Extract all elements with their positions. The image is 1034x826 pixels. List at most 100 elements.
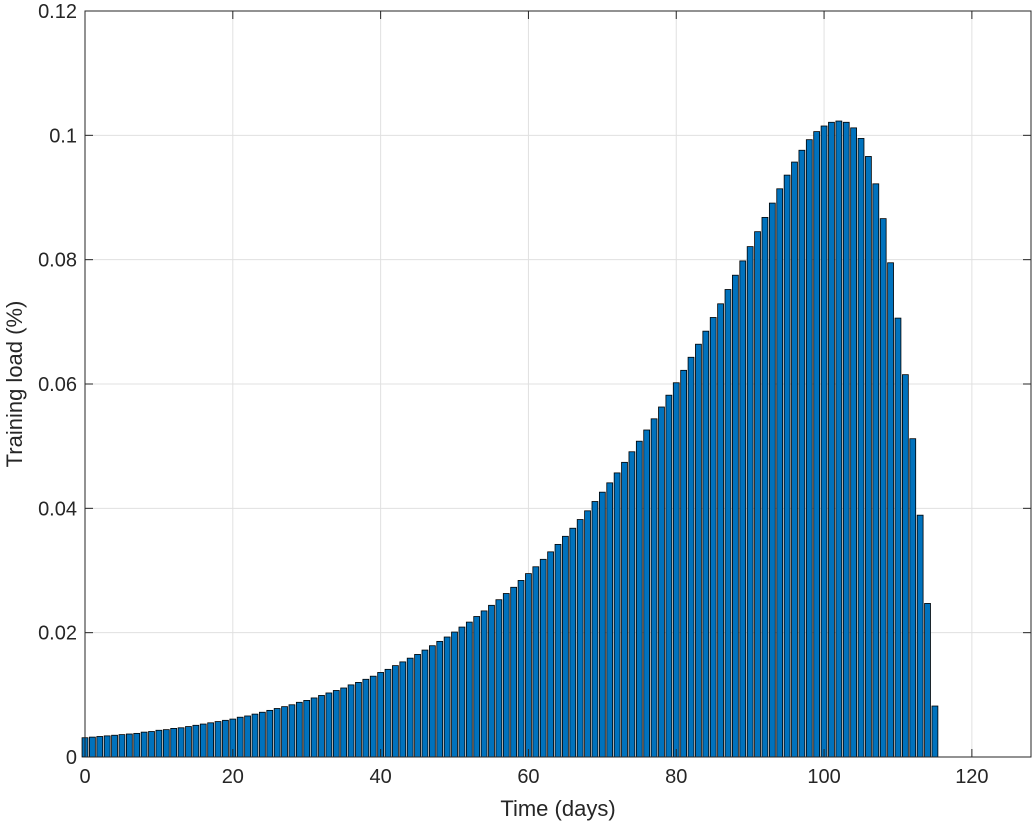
bar bbox=[244, 715, 251, 758]
bar bbox=[273, 708, 281, 758]
bar bbox=[295, 701, 303, 758]
bar bbox=[606, 482, 614, 758]
bar bbox=[310, 697, 318, 758]
bar bbox=[857, 138, 865, 758]
y-tick-label: 0 bbox=[66, 747, 77, 769]
bar bbox=[103, 735, 111, 758]
bar bbox=[148, 731, 155, 758]
x-tick-label: 0 bbox=[79, 766, 90, 788]
bar bbox=[791, 161, 798, 758]
bar bbox=[879, 218, 887, 758]
bar bbox=[569, 527, 577, 758]
bar bbox=[902, 374, 909, 758]
bar bbox=[865, 156, 872, 758]
bar bbox=[259, 711, 266, 758]
bar bbox=[613, 472, 621, 758]
x-axis-title: Time (days) bbox=[500, 796, 615, 821]
bar bbox=[525, 573, 532, 758]
bar bbox=[488, 604, 495, 758]
y-tick-label: 0.12 bbox=[38, 1, 77, 23]
bar bbox=[931, 705, 939, 758]
bar bbox=[783, 174, 791, 758]
bar bbox=[451, 631, 458, 758]
bar bbox=[798, 149, 806, 758]
y-tick-label: 0.06 bbox=[38, 374, 77, 396]
bar bbox=[199, 723, 207, 758]
bar bbox=[916, 514, 924, 758]
bar bbox=[111, 734, 118, 758]
bar bbox=[635, 440, 643, 758]
x-tick-label: 20 bbox=[222, 766, 244, 788]
bar bbox=[547, 551, 554, 758]
bar bbox=[820, 125, 828, 758]
bar bbox=[207, 722, 214, 758]
bar bbox=[517, 580, 525, 758]
bar bbox=[510, 586, 518, 758]
bar bbox=[281, 706, 288, 758]
bar bbox=[458, 626, 466, 758]
bar bbox=[318, 695, 325, 758]
bar bbox=[266, 709, 274, 758]
y-tick-label: 0.1 bbox=[49, 125, 77, 147]
bar bbox=[177, 727, 185, 758]
bar bbox=[185, 726, 192, 758]
bar bbox=[118, 734, 126, 758]
bar bbox=[672, 382, 680, 758]
bar bbox=[436, 640, 444, 758]
bar bbox=[695, 343, 702, 758]
bar bbox=[369, 675, 377, 758]
bar bbox=[377, 672, 384, 758]
bar bbox=[754, 231, 761, 758]
bar bbox=[340, 687, 348, 758]
bar bbox=[562, 535, 569, 758]
bar bbox=[805, 139, 813, 758]
y-axis-ticks: 0 0.02 0.04 0.06 0.08 0.1 0.12 bbox=[38, 1, 1031, 769]
bar bbox=[576, 519, 584, 758]
bar bbox=[776, 188, 784, 758]
bar bbox=[532, 566, 540, 758]
x-tick-label: 80 bbox=[665, 766, 687, 788]
x-tick-label: 40 bbox=[370, 766, 392, 788]
bar bbox=[894, 317, 902, 758]
x-axis-ticks: 0 20 40 60 80 100 120 bbox=[79, 11, 989, 788]
bar bbox=[384, 668, 392, 758]
bar bbox=[155, 729, 163, 758]
bar bbox=[761, 216, 769, 758]
bar bbox=[591, 501, 599, 758]
bar bbox=[325, 692, 333, 758]
bar bbox=[850, 127, 857, 758]
bar bbox=[251, 713, 259, 758]
bar bbox=[828, 121, 835, 758]
bar bbox=[133, 732, 141, 758]
bar bbox=[732, 274, 739, 758]
y-tick-label: 0.02 bbox=[38, 623, 77, 645]
bar bbox=[347, 684, 355, 758]
bar bbox=[421, 649, 429, 758]
bar bbox=[332, 690, 340, 758]
bar bbox=[924, 603, 931, 758]
bar bbox=[429, 645, 436, 758]
bar bbox=[621, 461, 628, 758]
bar bbox=[96, 736, 104, 758]
bar bbox=[89, 736, 96, 758]
bar bbox=[665, 394, 673, 758]
bar bbox=[480, 610, 488, 758]
bar bbox=[724, 289, 732, 758]
bar bbox=[214, 721, 222, 758]
bar bbox=[170, 728, 178, 758]
bar bbox=[140, 731, 148, 758]
bar bbox=[746, 246, 754, 758]
bar bbox=[443, 636, 451, 758]
y-tick-label: 0.08 bbox=[38, 250, 77, 272]
bar bbox=[236, 716, 244, 758]
bar bbox=[473, 616, 481, 758]
y-tick-label: 0.04 bbox=[38, 498, 77, 520]
bar bbox=[222, 719, 229, 758]
bar bbox=[872, 183, 880, 758]
bar bbox=[406, 657, 414, 758]
bar bbox=[192, 724, 200, 758]
bar bbox=[399, 661, 407, 758]
x-tick-label: 120 bbox=[955, 766, 988, 788]
bar bbox=[392, 665, 399, 758]
